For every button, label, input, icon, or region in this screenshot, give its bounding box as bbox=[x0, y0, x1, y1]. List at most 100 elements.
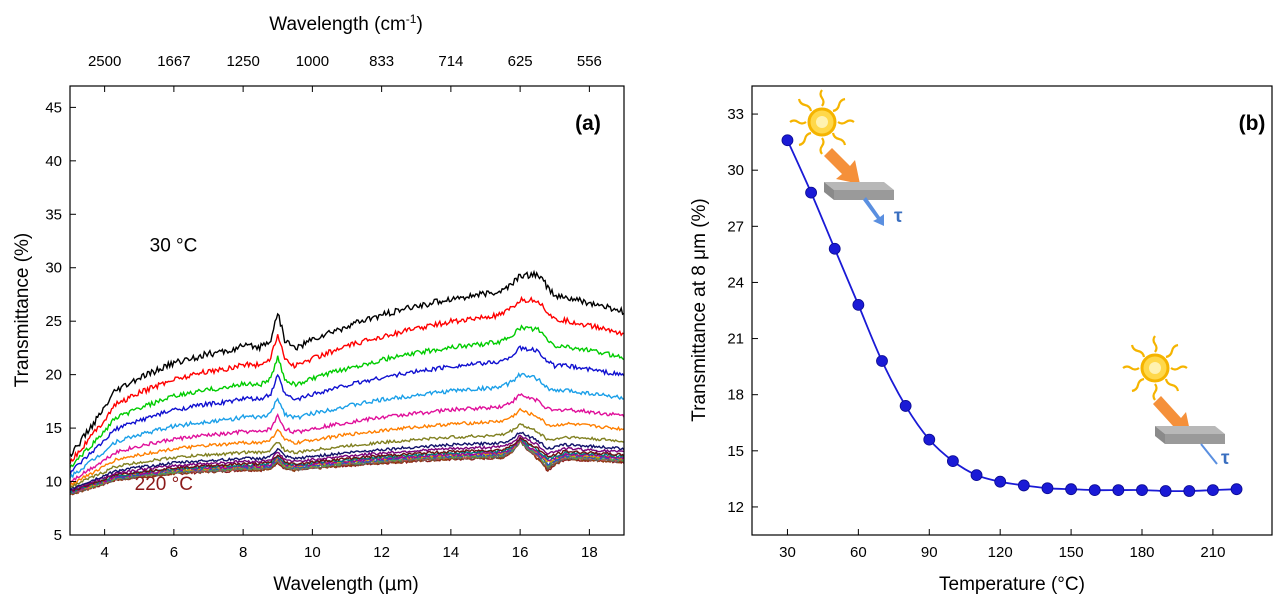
x-tick-label: 12 bbox=[373, 544, 390, 561]
data-point bbox=[876, 355, 888, 367]
sun-icon bbox=[789, 89, 855, 155]
x-axis-label-a: Wavelength (μm) bbox=[273, 573, 419, 595]
tau-symbol-low: τ bbox=[1221, 448, 1230, 469]
series-line bbox=[69, 324, 625, 468]
x-tick-label: 18 bbox=[581, 544, 598, 561]
x-tick-label: 8 bbox=[239, 544, 247, 561]
y-tick-label: 15 bbox=[45, 420, 62, 437]
series-line bbox=[69, 422, 625, 489]
x-tick-label: 30 bbox=[779, 544, 796, 561]
data-point bbox=[970, 469, 983, 482]
data-point bbox=[899, 400, 912, 412]
panel-a: Wavelength (cm-1) 2500 1667 1250 1000 833 714… bbox=[12, 12, 625, 595]
annotation-220c: 220 °C bbox=[135, 474, 193, 495]
plot-b-series bbox=[781, 134, 1243, 497]
y-tick-label: 33 bbox=[727, 106, 744, 123]
y-tick-label: 40 bbox=[45, 153, 62, 170]
x-axis-ticks-a: 4 6 8 10 12 14 16 18 bbox=[100, 529, 598, 561]
top-tick-label: 714 bbox=[438, 53, 463, 70]
x-tick-label: 90 bbox=[921, 544, 938, 561]
annotation-30c: 30 °C bbox=[150, 236, 198, 257]
series-line bbox=[69, 269, 625, 458]
y-tick-label: 24 bbox=[727, 274, 744, 291]
series-line bbox=[69, 436, 625, 493]
panel-label-a: (a) bbox=[575, 112, 601, 135]
sample-slab bbox=[824, 182, 894, 200]
top-tick-label: 1000 bbox=[296, 53, 329, 70]
y-tick-label: 27 bbox=[727, 218, 744, 235]
data-point bbox=[781, 134, 794, 147]
data-point bbox=[852, 298, 865, 311]
data-point bbox=[805, 186, 817, 199]
top-tick-label: 2500 bbox=[88, 53, 121, 70]
x-tick-label: 120 bbox=[988, 544, 1013, 561]
y-tick-label: 20 bbox=[45, 367, 62, 384]
data-point bbox=[1065, 483, 1077, 496]
top-tick-label: 556 bbox=[577, 53, 602, 70]
panel-b: 30 60 90 120 150 180 210 12 15 18 21 24 27 30 33 Temp… bbox=[689, 85, 1273, 595]
data-point bbox=[923, 433, 936, 446]
y-tick-label: 10 bbox=[45, 474, 62, 491]
x-tick-label: 180 bbox=[1129, 544, 1154, 561]
y-axis-label-b: Transmittance at 8 μm (%) bbox=[689, 198, 710, 422]
y-tick-label: 35 bbox=[45, 206, 62, 223]
y-tick-label: 15 bbox=[727, 443, 744, 460]
series-line bbox=[69, 295, 625, 465]
y-tick-label: 30 bbox=[45, 260, 62, 277]
x-axis-label-b: Temperature (°C) bbox=[939, 574, 1085, 595]
top-axis-ticks: 2500 1667 1250 1000 833 714 625 556 bbox=[88, 53, 602, 92]
series-line bbox=[69, 431, 625, 491]
y-tick-label: 25 bbox=[45, 313, 62, 330]
data-point bbox=[1112, 484, 1125, 497]
x-tick-label: 210 bbox=[1200, 544, 1225, 561]
inset-low-transmittance: τ bbox=[1122, 335, 1230, 469]
inset-high-transmittance: τ bbox=[789, 89, 903, 227]
plot-b-frame bbox=[751, 85, 1273, 536]
y-tick-label: 45 bbox=[45, 99, 62, 116]
top-axis-title: Wavelength (cm-1) bbox=[269, 12, 423, 35]
data-point bbox=[1088, 484, 1101, 497]
top-tick-label: 625 bbox=[508, 53, 533, 70]
plot-a-lines bbox=[69, 269, 625, 496]
y-axis-ticks-b: 12 15 18 21 24 27 30 33 bbox=[727, 106, 758, 516]
data-point bbox=[1159, 485, 1172, 497]
x-tick-label: 4 bbox=[100, 544, 108, 561]
series-line bbox=[69, 407, 625, 487]
panel-label-b: (b) bbox=[1239, 112, 1266, 135]
x-tick-label: 150 bbox=[1059, 544, 1084, 561]
series-line bbox=[69, 438, 625, 494]
data-point bbox=[994, 475, 1007, 488]
data-point bbox=[1207, 484, 1219, 497]
sample-slab bbox=[1155, 426, 1225, 444]
top-tick-label: 833 bbox=[369, 53, 394, 70]
y-tick-label: 18 bbox=[727, 387, 744, 404]
data-point bbox=[1041, 482, 1054, 495]
y-tick-label: 30 bbox=[727, 162, 744, 179]
y-axis-ticks-a: 5 10 15 20 25 30 35 40 45 bbox=[45, 99, 76, 544]
data-point bbox=[1230, 483, 1243, 496]
transmitted-light-arrow bbox=[863, 197, 884, 226]
x-axis-ticks-b: 30 60 90 120 150 180 210 bbox=[779, 529, 1225, 561]
data-point bbox=[947, 455, 959, 468]
y-tick-label: 5 bbox=[54, 527, 62, 544]
incoming-light-arrow bbox=[824, 148, 860, 184]
x-tick-label: 14 bbox=[443, 544, 460, 561]
top-tick-label: 1667 bbox=[157, 53, 190, 70]
transmitted-light-line bbox=[1200, 443, 1218, 465]
y-tick-label: 12 bbox=[727, 499, 744, 516]
tau-symbol-high: τ bbox=[894, 206, 903, 227]
series-line bbox=[69, 434, 625, 491]
plot-a-frame bbox=[69, 85, 625, 536]
x-tick-label: 6 bbox=[170, 544, 178, 561]
sun-icon bbox=[1122, 335, 1188, 401]
x-tick-label: 16 bbox=[512, 544, 529, 561]
series-line bbox=[69, 436, 625, 492]
series-line bbox=[69, 371, 624, 479]
data-point bbox=[828, 242, 841, 255]
y-tick-label: 21 bbox=[727, 331, 744, 348]
data-point bbox=[1183, 485, 1196, 497]
series-line bbox=[69, 345, 625, 475]
top-tick-label: 1250 bbox=[226, 53, 259, 70]
y-axis-label-a: Transmittance (%) bbox=[12, 233, 33, 388]
